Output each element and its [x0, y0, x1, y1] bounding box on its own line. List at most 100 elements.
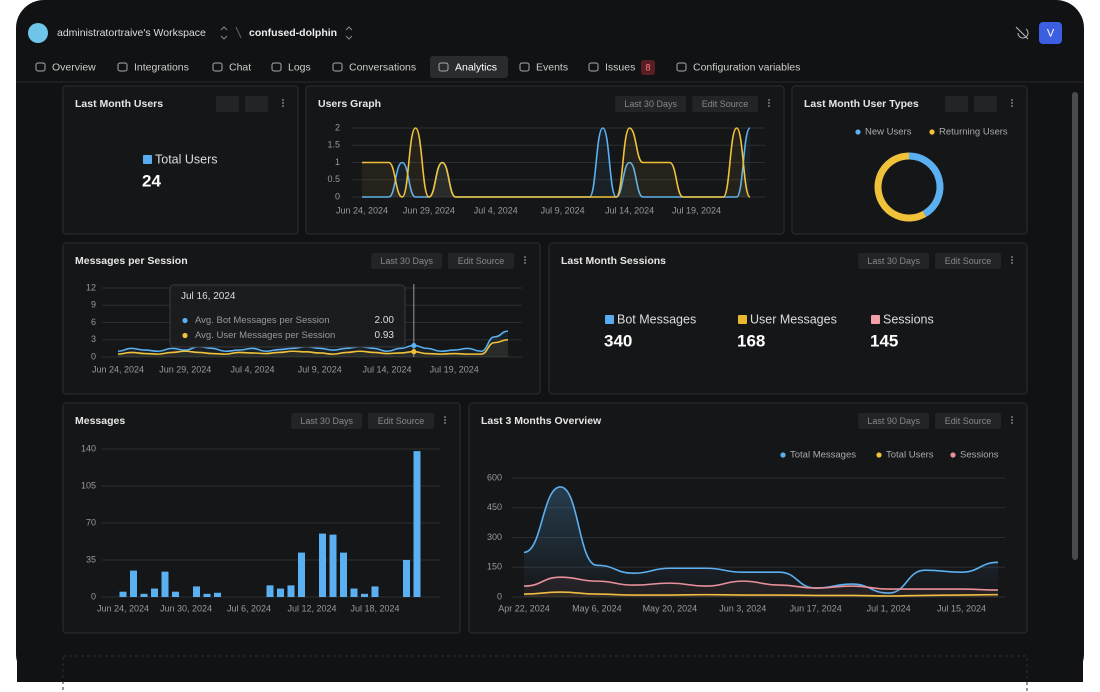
- menu-dot[interactable]: [768, 99, 770, 101]
- menu-dot[interactable]: [1011, 416, 1013, 418]
- y-tick-label: 600: [487, 472, 502, 482]
- card-title: Messages per Session: [75, 255, 188, 267]
- bar: [140, 593, 148, 597]
- menu-dot[interactable]: [282, 99, 284, 101]
- menu-dot[interactable]: [1011, 422, 1013, 424]
- bar: [203, 593, 211, 597]
- icon-button[interactable]: [245, 96, 268, 112]
- button[interactable]: [692, 96, 758, 112]
- nav-tab[interactable]: Integrations: [134, 61, 189, 73]
- legend-label: Total Messages: [790, 450, 856, 461]
- tab-icon: [212, 62, 223, 72]
- bar: [151, 588, 158, 597]
- button[interactable]: [371, 253, 443, 269]
- theme-toggle[interactable]: [1015, 26, 1029, 40]
- nav-tab[interactable]: Overview: [52, 61, 96, 73]
- button-label[interactable]: Edit Source: [378, 416, 425, 426]
- menu-dot[interactable]: [1011, 105, 1013, 107]
- button-label[interactable]: Last 90 Days: [867, 416, 920, 426]
- button[interactable]: [935, 253, 1001, 269]
- x-tick-label: Jun 29, 2024: [159, 364, 211, 374]
- menu-dot[interactable]: [444, 416, 446, 418]
- hover-point: [411, 349, 417, 355]
- tooltip-value: 0.93: [375, 330, 395, 341]
- line-series: [361, 127, 751, 198]
- button[interactable]: [858, 253, 930, 269]
- line-area: [524, 577, 998, 597]
- button-label[interactable]: Edit Source: [458, 256, 505, 266]
- button[interactable]: [935, 413, 1001, 429]
- nav-tab[interactable]: Events: [536, 61, 568, 73]
- menu-dot[interactable]: [524, 262, 526, 264]
- menu-dot[interactable]: [444, 419, 446, 421]
- bar: [329, 534, 337, 597]
- icon-button[interactable]: [945, 96, 968, 112]
- menu-dot[interactable]: [1011, 102, 1013, 104]
- menu-dot[interactable]: [1011, 256, 1013, 258]
- placeholder-card: [62, 655, 1028, 692]
- chevron[interactable]: [345, 26, 353, 40]
- menu-dot[interactable]: [524, 259, 526, 261]
- nav-tab[interactable]: Conversations: [349, 61, 416, 73]
- menu-dot[interactable]: [1011, 99, 1013, 101]
- menu-dot[interactable]: [1011, 259, 1013, 261]
- menu-dot[interactable]: [444, 422, 446, 424]
- y-tick-label: 0.5: [327, 174, 340, 184]
- line-area: [118, 339, 508, 357]
- line-series: [523, 486, 999, 594]
- tab-icon: [271, 62, 282, 72]
- button-label[interactable]: Edit Source: [702, 99, 749, 109]
- card-title: Users Graph: [318, 98, 381, 110]
- button[interactable]: [368, 413, 434, 429]
- bar: [266, 585, 274, 597]
- icon-button[interactable]: [974, 96, 997, 112]
- nav-tab[interactable]: Configuration variables: [693, 61, 800, 73]
- legend-swatch: [143, 155, 152, 164]
- button[interactable]: [291, 413, 363, 429]
- y-tick-label: 1: [335, 157, 340, 167]
- button[interactable]: [448, 253, 514, 269]
- x-tick-label: May 6, 2024: [572, 603, 622, 613]
- legend-label: Sessions: [960, 450, 999, 461]
- button-label[interactable]: Edit Source: [945, 256, 992, 266]
- tooltip-date: Jul 16, 2024: [181, 291, 236, 302]
- x-tick-label: Jul 19, 2024: [672, 205, 721, 215]
- nav-tab[interactable]: Analytics: [455, 61, 497, 73]
- x-tick-label: Jul 1, 2024: [867, 603, 911, 613]
- menu-dot[interactable]: [768, 105, 770, 107]
- nav-tab[interactable]: Chat: [229, 61, 251, 73]
- menu-dot[interactable]: [1011, 262, 1013, 264]
- bar: [361, 593, 368, 597]
- bar: [277, 588, 284, 597]
- active-tab: [430, 56, 508, 78]
- tab-icon: [519, 62, 530, 72]
- menu-dot[interactable]: [768, 102, 770, 104]
- menu-dot[interactable]: [524, 256, 526, 258]
- nav-tab[interactable]: Issues: [605, 61, 635, 73]
- nav-tab[interactable]: Logs: [288, 61, 311, 73]
- menu-dot[interactable]: [282, 105, 284, 107]
- y-tick-label: 140: [81, 443, 96, 453]
- button[interactable]: [858, 413, 930, 429]
- button[interactable]: [615, 96, 687, 112]
- x-tick-label: Jul 19, 2024: [430, 364, 479, 374]
- y-tick-label: 9: [91, 300, 96, 310]
- button-label[interactable]: Last 30 Days: [867, 256, 920, 266]
- button-label[interactable]: Last 30 Days: [380, 256, 433, 266]
- icon-button[interactable]: [216, 96, 239, 112]
- chevron[interactable]: [220, 26, 228, 40]
- button-label[interactable]: Last 30 Days: [624, 99, 677, 109]
- line-area: [118, 331, 508, 357]
- project-name[interactable]: confused-dolphin: [249, 27, 337, 39]
- x-tick-label: Jun 30, 2024: [160, 603, 212, 613]
- menu-dot[interactable]: [282, 102, 284, 104]
- menu-dot[interactable]: [1011, 419, 1013, 421]
- card: [548, 242, 1028, 395]
- button-label[interactable]: Edit Source: [945, 416, 992, 426]
- line-series: [117, 330, 509, 353]
- avatar[interactable]: [1039, 22, 1062, 44]
- scrollbar[interactable]: [1072, 92, 1078, 560]
- button-label[interactable]: Last 30 Days: [300, 416, 353, 426]
- y-tick-label: 0: [497, 591, 502, 601]
- workspace-name[interactable]: administratortraive's Workspace: [57, 27, 206, 39]
